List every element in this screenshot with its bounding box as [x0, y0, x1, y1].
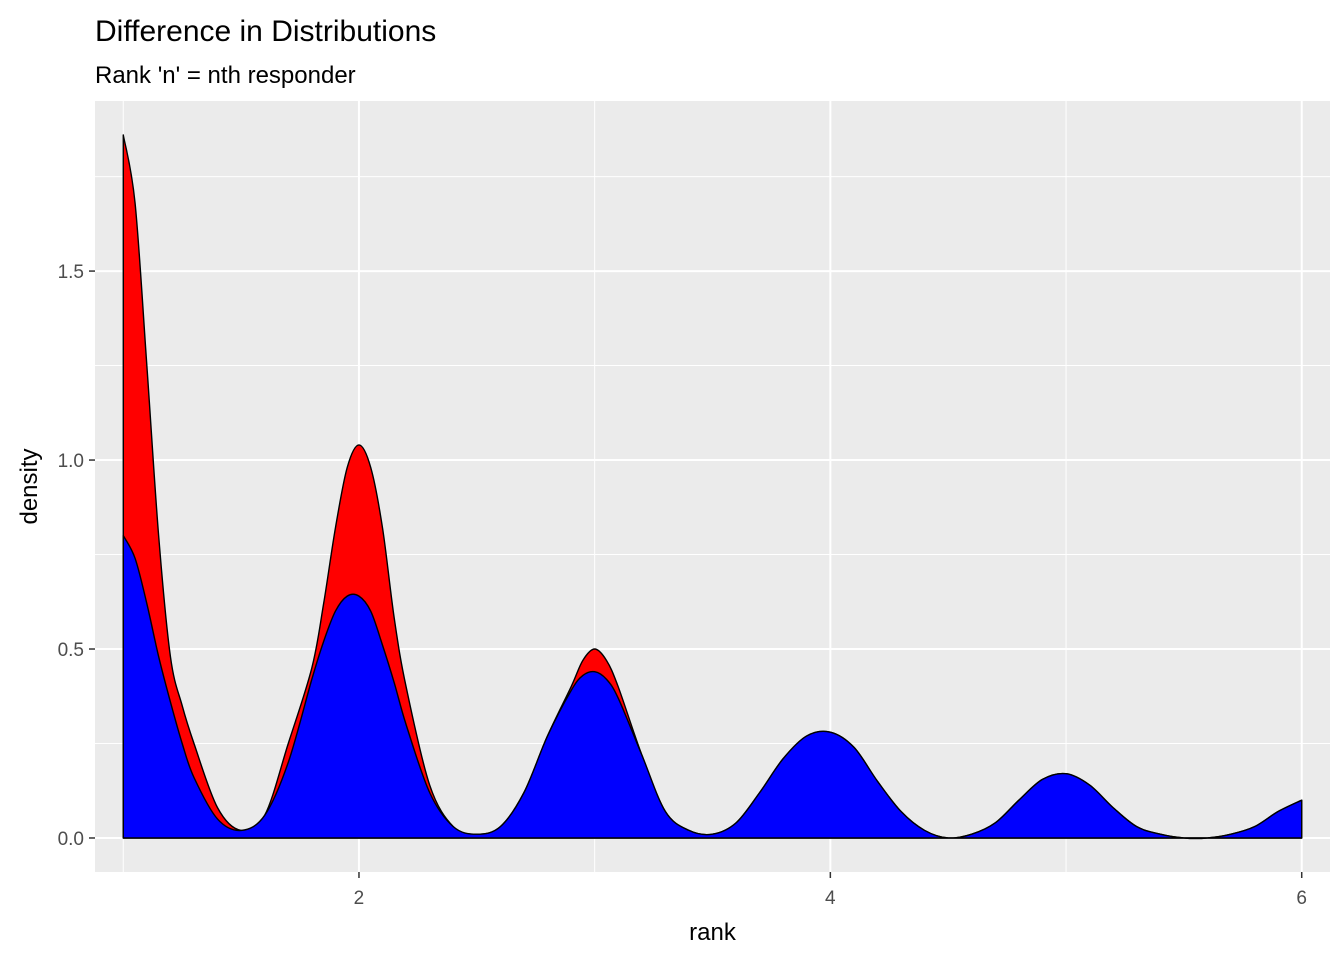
x-axis: 2 4 6	[354, 872, 1307, 909]
y-tick-label: 0.0	[58, 829, 84, 850]
density-area-blue	[122, 534, 1303, 840]
y-tick-label: 0.5	[58, 640, 84, 661]
y-axis: 0.0 0.5 1.0 1.5	[58, 262, 95, 850]
y-tick-label: 1.0	[58, 451, 84, 472]
y-axis-title: density	[16, 448, 43, 524]
x-tick-label: 6	[1296, 888, 1307, 909]
x-tick-label: 4	[825, 888, 836, 909]
y-tick-label: 1.5	[58, 262, 84, 283]
density-areas	[122, 134, 1303, 840]
plot-panel	[95, 101, 1330, 872]
x-tick-label: 2	[354, 888, 365, 909]
x-axis-title: rank	[689, 919, 737, 946]
chart-subtitle: Rank 'n' = nth responder	[95, 62, 356, 89]
chart-title: Difference in Distributions	[95, 15, 436, 48]
